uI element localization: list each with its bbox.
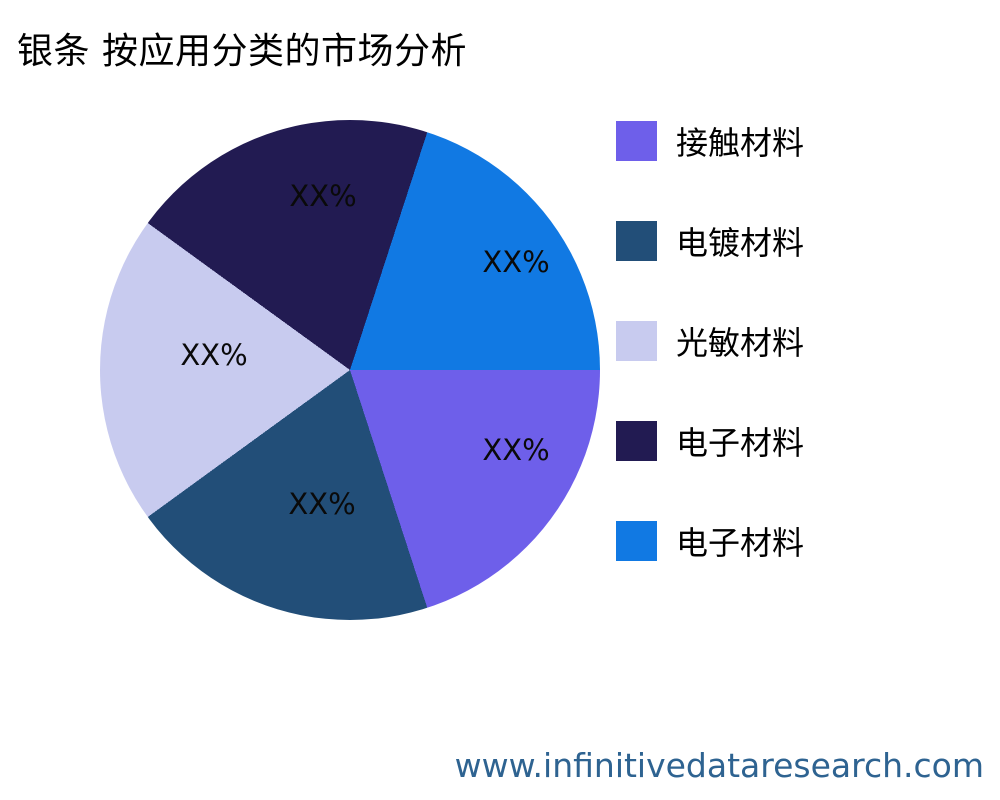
legend: 接触材料 电镀材料 光敏材料 电子材料 电子材料 (616, 121, 805, 562)
slice-label: XX% (288, 487, 356, 521)
legend-label: 电子材料 (676, 524, 805, 562)
legend-swatch (616, 521, 657, 561)
chart-title: 银条 按应用分类的市场分析 (17, 31, 467, 72)
legend-label: 接触材料 (676, 124, 805, 162)
legend-swatch (616, 321, 657, 361)
legend-item: 电镀材料 (616, 221, 805, 262)
legend-item: 接触材料 (616, 121, 805, 162)
slice-label: XX% (482, 433, 550, 467)
legend-swatch (616, 221, 657, 261)
legend-swatch (616, 121, 657, 161)
legend-swatch (616, 421, 657, 461)
legend-label: 电子材料 (676, 424, 805, 462)
legend-label: 光敏材料 (676, 324, 805, 362)
legend-label: 电镀材料 (676, 224, 805, 262)
slice-label: XX% (482, 245, 550, 279)
website-url: www.infinitivedataresearch.com (454, 746, 984, 785)
legend-item: 光敏材料 (616, 321, 805, 362)
slice-label: XX% (289, 179, 357, 213)
slice-label: XX% (180, 338, 248, 372)
pie-chart (100, 120, 600, 620)
legend-item: 电子材料 (616, 421, 805, 462)
legend-item: 电子材料 (616, 521, 805, 562)
